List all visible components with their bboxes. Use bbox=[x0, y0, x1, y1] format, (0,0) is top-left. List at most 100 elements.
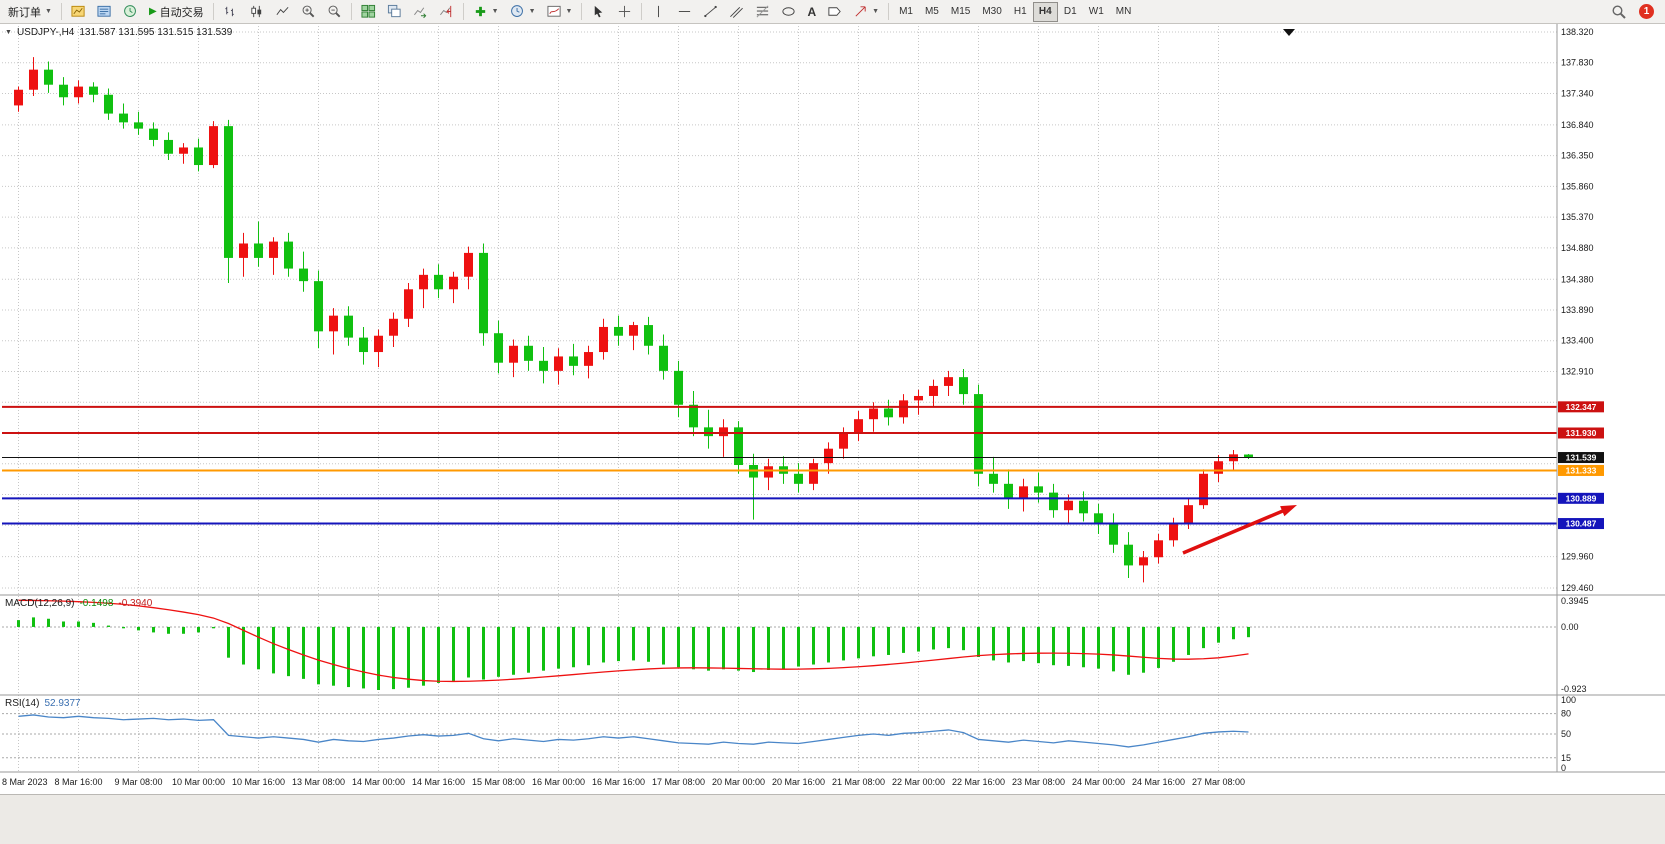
history-center-button[interactable] bbox=[118, 2, 143, 22]
candle-body bbox=[959, 377, 968, 395]
timeframe-w1-button[interactable]: W1 bbox=[1083, 2, 1110, 22]
candle-body bbox=[314, 281, 323, 332]
rsi-axis-label: 0 bbox=[1561, 763, 1566, 773]
macd-histogram-bar bbox=[752, 626, 755, 673]
time-axis[interactable] bbox=[0, 772, 1557, 794]
price-axis-label: 138.320 bbox=[1561, 27, 1594, 37]
macd-histogram-bar bbox=[857, 626, 860, 659]
chart-shift-marker[interactable] bbox=[1283, 29, 1295, 36]
vertical-line-tool-button[interactable] bbox=[646, 2, 671, 22]
periods-button[interactable]: ▼ bbox=[505, 2, 541, 22]
add-indicator-button[interactable]: ▼ bbox=[468, 2, 504, 22]
macd-histogram-bar bbox=[392, 626, 395, 690]
cascade-windows-button[interactable] bbox=[382, 2, 407, 22]
fibonacci-tool-button[interactable] bbox=[750, 2, 775, 22]
price-axis[interactable] bbox=[1557, 24, 1665, 772]
macd-histogram-bar bbox=[362, 626, 365, 689]
candle-body bbox=[299, 268, 308, 282]
candle-body bbox=[194, 147, 203, 166]
macd-histogram-bar bbox=[152, 626, 155, 633]
trendline-tool-button[interactable] bbox=[698, 2, 723, 22]
price-axis-label: 137.340 bbox=[1561, 88, 1594, 98]
time-axis-label: 16 Mar 00:00 bbox=[532, 777, 585, 787]
cursor-button[interactable] bbox=[586, 2, 611, 22]
channel-tool-button[interactable] bbox=[724, 2, 749, 22]
price-axis-label: 129.960 bbox=[1561, 552, 1594, 562]
level-price-tag-text: 131.333 bbox=[1566, 465, 1597, 475]
autoscroll-button[interactable] bbox=[408, 2, 433, 22]
templates-button[interactable]: ▼ bbox=[542, 2, 578, 22]
tile-windows-button[interactable] bbox=[356, 2, 381, 22]
search-icon bbox=[1611, 4, 1627, 20]
trend-arrow-head[interactable] bbox=[1280, 505, 1297, 517]
bar-chart-mode-button[interactable] bbox=[218, 2, 243, 22]
arrows-tool-button[interactable]: ▼ bbox=[848, 2, 884, 22]
autotrading-button[interactable]: ▶ 自动交易 bbox=[144, 2, 209, 22]
time-axis-label: 27 Mar 08:00 bbox=[1192, 777, 1245, 787]
candle-body bbox=[884, 408, 893, 418]
text-label-tool-button[interactable] bbox=[822, 2, 847, 22]
candle-body bbox=[509, 345, 518, 363]
macd-histogram-bar bbox=[572, 626, 575, 668]
text-tool-button[interactable]: A bbox=[802, 2, 821, 22]
level-price-tag bbox=[1558, 464, 1604, 476]
candle-body bbox=[1079, 500, 1088, 514]
crosshair-button[interactable] bbox=[612, 2, 637, 22]
candle-body bbox=[479, 252, 488, 334]
macd-histogram-bar bbox=[47, 618, 50, 627]
timeframe-m15-button[interactable]: M15 bbox=[945, 2, 976, 22]
chart-window-button[interactable] bbox=[66, 2, 91, 22]
market-watch-icon bbox=[97, 4, 112, 19]
notification-badge[interactable]: 1 bbox=[1639, 4, 1654, 19]
candle-body bbox=[59, 84, 68, 98]
search-button[interactable] bbox=[1606, 2, 1632, 22]
candle-body bbox=[539, 360, 548, 371]
chevron-down-icon: ▼ bbox=[565, 8, 573, 15]
macd-histogram-bar bbox=[842, 626, 845, 661]
candlestick-mode-button[interactable] bbox=[244, 2, 269, 22]
time-axis-label: 17 Mar 08:00 bbox=[652, 777, 705, 787]
level-price-tag-text: 131.930 bbox=[1566, 428, 1597, 438]
new-order-button[interactable]: 新订单 ▼ bbox=[3, 2, 57, 22]
macd-histogram-bar bbox=[1142, 626, 1145, 673]
toolbar-separator bbox=[581, 3, 583, 20]
line-chart-mode-button[interactable] bbox=[270, 2, 295, 22]
trend-arrow-annotation[interactable] bbox=[1182, 506, 1290, 555]
shapes-tool-button[interactable] bbox=[776, 2, 801, 22]
market-watch-button[interactable] bbox=[92, 2, 117, 22]
zoom-out-button[interactable] bbox=[322, 2, 347, 22]
timeframe-mn-button[interactable]: MN bbox=[1110, 2, 1138, 22]
macd-histogram-bar bbox=[497, 626, 500, 677]
zoom-in-button[interactable] bbox=[296, 2, 321, 22]
macd-axis-label: -0.923 bbox=[1561, 684, 1587, 694]
timeframe-m5-button[interactable]: M5 bbox=[919, 2, 945, 22]
chart-shift-button[interactable] bbox=[434, 2, 459, 22]
macd-histogram-bar bbox=[242, 626, 245, 665]
one-click-trading-toggle-icon[interactable]: ▼ bbox=[5, 29, 12, 36]
macd-indicator-title: MACD(12,26,9) -0.1498 -0.3940 bbox=[5, 598, 152, 609]
timeframe-m1-button[interactable]: M1 bbox=[893, 2, 919, 22]
candle-body bbox=[764, 466, 773, 478]
candle-body bbox=[584, 352, 593, 366]
clock-icon bbox=[123, 4, 138, 19]
candle-body bbox=[119, 113, 128, 123]
timeframe-h4-button[interactable]: H4 bbox=[1032, 1, 1058, 22]
candle-body bbox=[914, 395, 923, 401]
macd-histogram-bar bbox=[1232, 626, 1235, 640]
tile-windows-icon bbox=[361, 4, 376, 19]
macd-histogram-bar bbox=[932, 626, 935, 650]
macd-histogram-bar bbox=[902, 626, 905, 653]
timeframe-m30-button[interactable]: M30 bbox=[976, 2, 1007, 22]
horizontal-line-tool-button[interactable] bbox=[672, 2, 697, 22]
macd-histogram-bar bbox=[272, 626, 275, 674]
chart-canvas[interactable]: 8 Mar 2023 8 Mar 16:00 9 Mar 08:00 10 Mar 0… bbox=[0, 24, 1665, 844]
toolbar-separator bbox=[888, 3, 890, 20]
time-axis-label: 20 Mar 00:00 bbox=[712, 777, 765, 787]
chart-plot-area[interactable] bbox=[0, 24, 1557, 772]
timeframe-h1-button[interactable]: H1 bbox=[1008, 2, 1033, 22]
timeframe-d1-button[interactable]: D1 bbox=[1058, 2, 1083, 22]
candle-body bbox=[29, 69, 38, 90]
macd-histogram-bar bbox=[962, 626, 965, 651]
bar-chart-icon bbox=[223, 4, 238, 19]
